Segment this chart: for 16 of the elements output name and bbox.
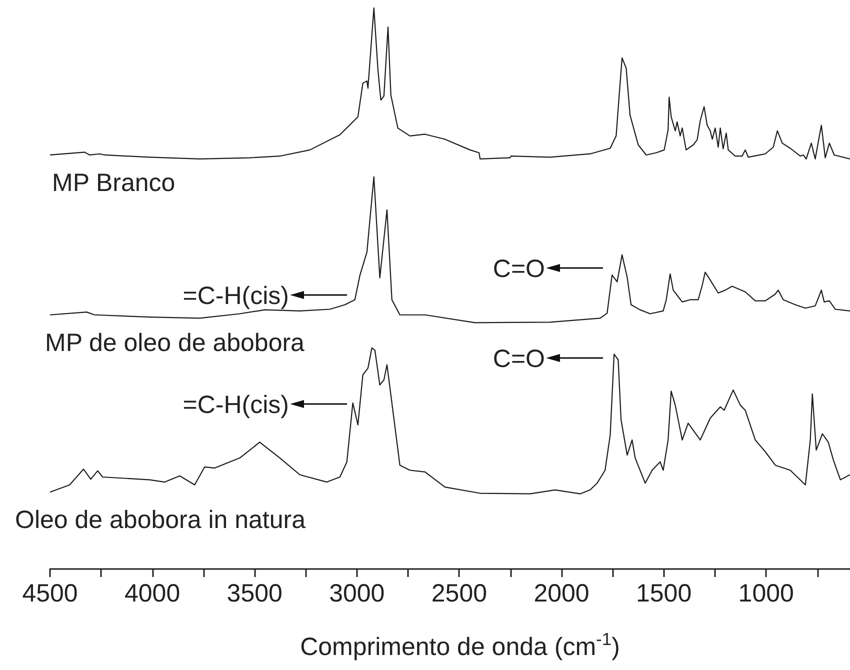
- annotation: =C-H(cis): [182, 282, 289, 310]
- annotation: =C-H(cis): [182, 391, 289, 419]
- x-tick-label: 1500: [636, 580, 692, 608]
- x-tick-label: 2500: [431, 580, 488, 608]
- x-tick-label: 3500: [226, 580, 282, 608]
- x-tick-label: 4500: [22, 580, 78, 608]
- annotation: C=O: [492, 345, 545, 373]
- x-tick-label: 4000: [124, 580, 180, 608]
- legend-label: MP de oleo de abobora: [45, 328, 305, 357]
- x-axis-title: Comprimento de onda (cm$^{-1}$): [300, 629, 620, 661]
- x-tick-label: 2000: [534, 580, 590, 608]
- series-label: MP Branco: [52, 168, 176, 197]
- x-tick-label: 3000: [329, 580, 385, 608]
- annotation: C=O: [492, 255, 545, 283]
- x-tick-label: 1000: [738, 580, 794, 608]
- series-label: Oleo de abobora in natura: [15, 506, 306, 534]
